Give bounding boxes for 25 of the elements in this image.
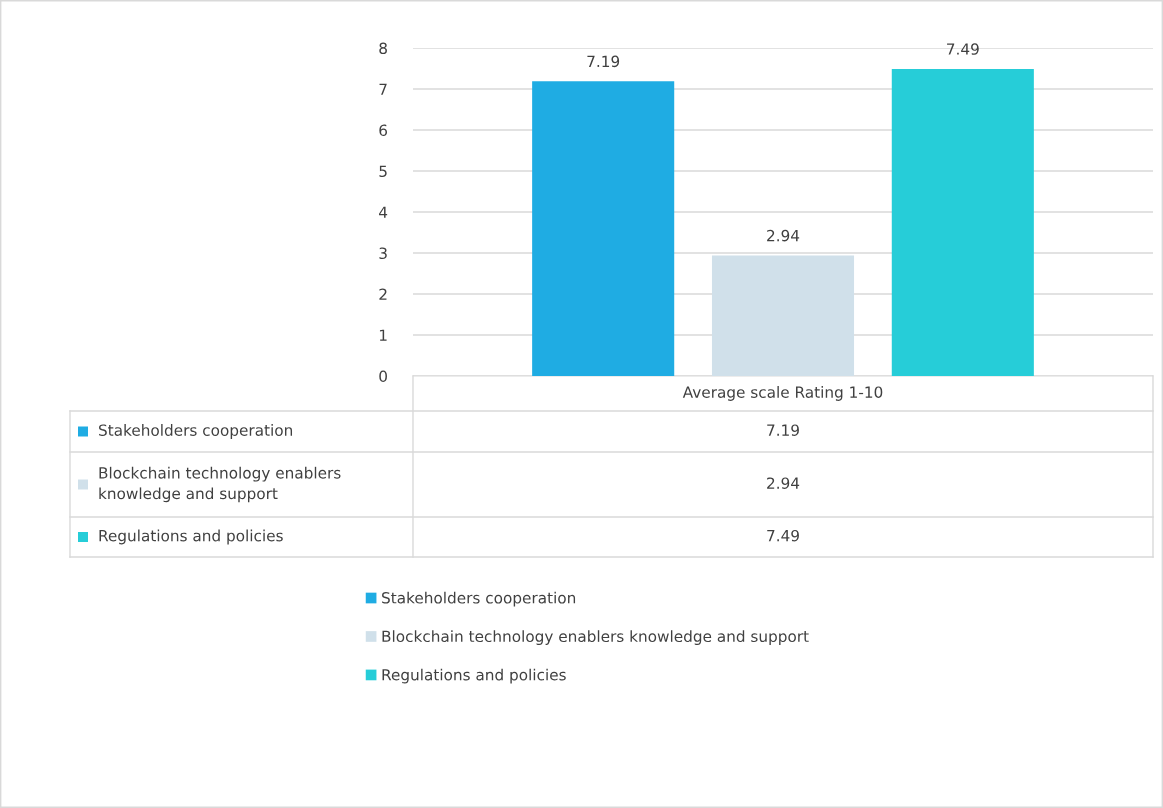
text: Blockchain technology enablers knowledge and support [99, 466, 341, 503]
text: 2.94 [767, 477, 800, 489]
text: Stakeholders cooperation [99, 424, 293, 439]
data-label: 7.19 [587, 55, 620, 68]
legend-label: Blockchain technology enablers knowledge and support [382, 630, 809, 645]
y-tick-label: 7 [379, 83, 387, 95]
bar [532, 81, 675, 376]
data-label: 7.49 [947, 43, 979, 55]
y-tick-label: 0 [379, 370, 387, 383]
text: 7.49 [767, 529, 799, 542]
text: 7.19 [767, 424, 799, 436]
y-tick-label: 3 [379, 247, 387, 260]
y-tick-label: 8 [379, 42, 387, 55]
y-tick-label: 4 [379, 206, 388, 218]
text: Regulations and policies [99, 529, 283, 545]
y-tick-label: 5 [379, 165, 387, 178]
y-tick-label: 1 [379, 329, 387, 341]
legend-label: Stakeholders cooperation [382, 591, 576, 607]
bar [891, 68, 1034, 376]
y-tick-label: 2 [379, 288, 387, 300]
data-label: 2.94 [767, 229, 800, 242]
bar [711, 255, 855, 376]
x-tick-label: Average scale Rating 1-10 [682, 386, 883, 401]
legend-label: Regulations and policies [382, 668, 566, 684]
y-tick-label: 6 [379, 124, 388, 137]
